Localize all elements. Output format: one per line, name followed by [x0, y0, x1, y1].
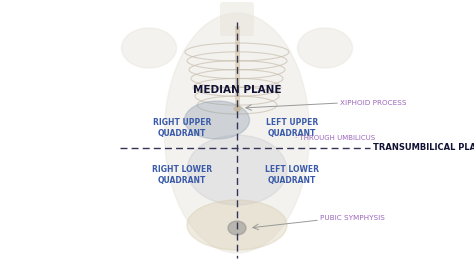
Ellipse shape	[184, 101, 249, 139]
Ellipse shape	[228, 221, 246, 235]
Ellipse shape	[121, 28, 176, 68]
Text: MEDIAN PLANE: MEDIAN PLANE	[193, 85, 281, 95]
Text: · THROUGH UMBILICUS: · THROUGH UMBILICUS	[295, 135, 375, 141]
Ellipse shape	[164, 13, 310, 253]
Text: RIGHT UPPER
QUADRANT: RIGHT UPPER QUADRANT	[153, 118, 211, 138]
Ellipse shape	[187, 200, 287, 250]
Text: LEFT LOWER
QUADRANT: LEFT LOWER QUADRANT	[265, 165, 319, 185]
Text: RIGHT LOWER
QUADRANT: RIGHT LOWER QUADRANT	[152, 165, 212, 185]
Ellipse shape	[187, 135, 287, 205]
Ellipse shape	[298, 28, 353, 68]
Text: TRANSUMBILICAL PLANE: TRANSUMBILICAL PLANE	[373, 143, 474, 152]
Text: LEFT UPPER
QUADRANT: LEFT UPPER QUADRANT	[266, 118, 318, 138]
Text: XIPHOID PROCESS: XIPHOID PROCESS	[340, 100, 407, 106]
FancyBboxPatch shape	[220, 2, 254, 36]
Text: PUBIC SYMPHYSIS: PUBIC SYMPHYSIS	[320, 215, 385, 221]
